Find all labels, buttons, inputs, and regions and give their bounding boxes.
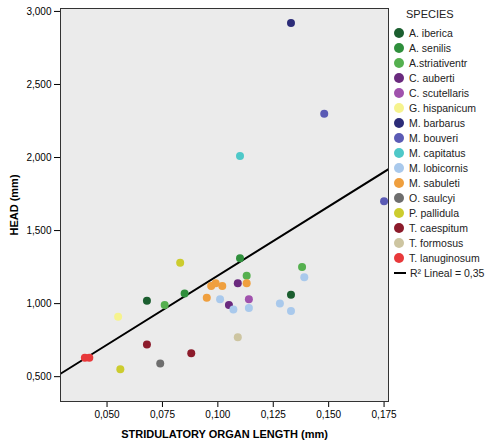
svg-text:0,175: 0,175 bbox=[372, 409, 397, 420]
html-text:SPECIES: SPECIES bbox=[406, 8, 454, 20]
svg-text:HEAD (mm): HEAD (mm) bbox=[8, 174, 20, 235]
svg-text:STRIDULATORY ORGAN LENGTH (mm): STRIDULATORY ORGAN LENGTH (mm) bbox=[121, 428, 328, 440]
html-text:R² Lineal = 0,35: R² Lineal = 0,35 bbox=[410, 266, 485, 279]
svg-text:0,100: 0,100 bbox=[205, 409, 230, 420]
html-text:T. formosus: T. formosus bbox=[409, 236, 464, 249]
html-text:A. senilis: A. senilis bbox=[409, 41, 451, 54]
html-text:T. caespitum: T. caespitum bbox=[409, 221, 468, 234]
html-text:G. hispanicum: G. hispanicum bbox=[409, 101, 477, 114]
svg-text:2,500: 2,500 bbox=[26, 79, 51, 90]
html-text:A. iberica: A. iberica bbox=[409, 26, 453, 39]
html-text:M. sabuleti: M. sabuleti bbox=[409, 176, 460, 189]
html-text:P. pallidula: P. pallidula bbox=[409, 206, 459, 219]
html-text:C. auberti: C. auberti bbox=[409, 71, 455, 84]
svg-text:0,500: 0,500 bbox=[26, 371, 51, 382]
svg-text:2,000: 2,000 bbox=[26, 152, 51, 163]
html-text:T. lanuginosum: T. lanuginosum bbox=[409, 251, 480, 264]
html-text:O. saulcyi: O. saulcyi bbox=[409, 191, 456, 204]
svg-text:0,125: 0,125 bbox=[261, 409, 286, 420]
html-text:C. scutellaris: C. scutellaris bbox=[409, 86, 470, 99]
svg-text:0,150: 0,150 bbox=[316, 409, 341, 420]
svg-text:1,000: 1,000 bbox=[26, 298, 51, 309]
html-text:A.striativentr: A.striativentr bbox=[409, 56, 468, 69]
svg-text:0,050: 0,050 bbox=[95, 409, 120, 420]
svg-text:1,500: 1,500 bbox=[26, 225, 51, 236]
html-text:M. bouveri: M. bouveri bbox=[409, 131, 458, 144]
html-text:M. capitatus: M. capitatus bbox=[409, 146, 466, 159]
svg-text:3,000: 3,000 bbox=[26, 6, 51, 17]
svg-text:0,075: 0,075 bbox=[150, 409, 175, 420]
html-text:M. lobicornis: M. lobicornis bbox=[409, 161, 468, 174]
html-text:M. barbarus: M. barbarus bbox=[409, 116, 465, 129]
